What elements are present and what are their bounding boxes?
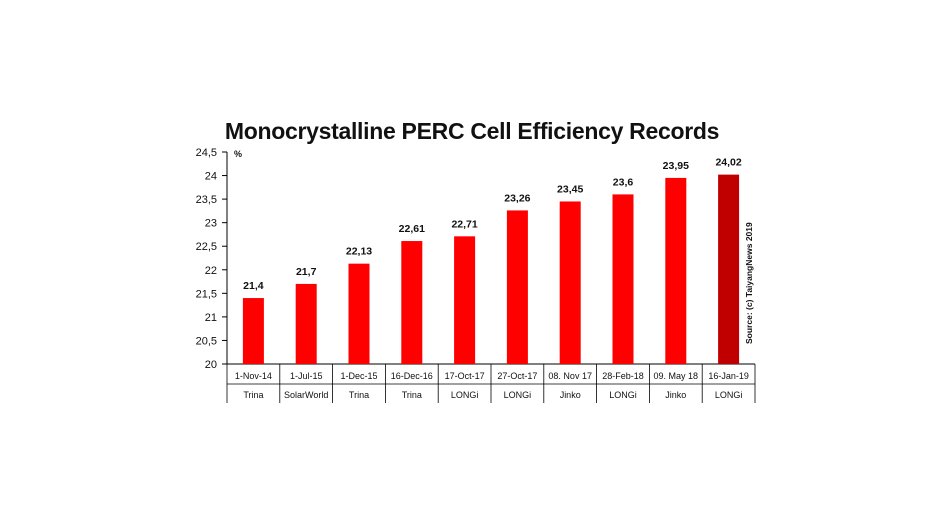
chart-title: Monocrystalline PERC Cell Efficiency Rec… [224,118,720,144]
x-category-date: 28-Feb-18 [602,371,644,381]
bars [242,174,740,364]
y-tick-label: 22,5 [196,241,217,253]
y-tick-label: 22 [205,265,217,277]
bar [506,210,528,364]
bar [401,241,423,364]
y-tick-label: 21 [205,312,217,324]
x-category-date: 1-Nov-14 [235,371,272,381]
x-category-company: LONGi [715,390,743,400]
data-labels: 21,4 21,7 22,13 22,61 22,71 23,26 23,45 23,6 23,… [243,157,742,292]
y-axis: 20 20,5 21 21,5 22 22,5 23 23,5 24 24,5 [196,147,228,371]
y-tick-label: 21,5 [196,288,217,300]
data-label: 23,45 [557,183,583,195]
x-category-company: Jinko [665,390,686,400]
data-label: 22,13 [346,246,372,258]
x-category-company: Trina [349,390,369,400]
source-note: Source: (c) TaiyangNews 2019 [744,222,754,344]
x-category-company: Trina [243,390,263,400]
data-label: 22,61 [399,223,425,235]
data-label: 23,95 [663,160,689,172]
y-unit-label: % [234,149,242,159]
x-category-date: 16-Dec-16 [391,371,433,381]
y-tick-label: 23,5 [196,194,217,206]
x-category-date: 1-Dec-15 [340,371,377,381]
y-tick-label: 20 [205,359,217,371]
bar [612,194,634,364]
bar [242,298,264,364]
x-category-date: 09. May 18 [654,371,699,381]
data-label: 21,7 [296,266,317,278]
x-category-date: 27-Oct-17 [497,371,537,381]
data-label: 21,4 [243,280,264,292]
y-tick-label: 24 [205,171,217,183]
bar [348,263,370,364]
x-category-date: 08. Nov 17 [548,371,592,381]
x-category-company: SolarWorld [284,390,328,400]
data-label: 23,26 [504,192,530,204]
x-category-company: Jinko [560,390,581,400]
y-tick-label: 20,5 [196,335,217,347]
y-tick-label: 24,5 [196,147,217,159]
x-category-date: 16-Jan-19 [708,371,749,381]
x-category-date: 17-Oct-17 [445,371,485,381]
x-category-date: 1-Jul-15 [290,371,323,381]
data-label: 23,6 [613,176,634,188]
bar [665,177,687,364]
bar [454,236,476,364]
data-label: 24,02 [715,157,741,169]
x-category-company: LONGi [609,390,637,400]
x-category-company: LONGi [451,390,479,400]
y-tick-label: 23 [205,218,217,230]
x-category-company: Trina [402,390,422,400]
x-axis: 1-Nov-14 Trina 1-Jul-15 SolarWorld 1-Dec-15 T… [226,363,756,403]
bar [559,201,581,364]
x-category-company: LONGi [504,390,532,400]
data-label: 22,71 [451,218,477,230]
bar [295,283,317,364]
bar [718,174,740,364]
